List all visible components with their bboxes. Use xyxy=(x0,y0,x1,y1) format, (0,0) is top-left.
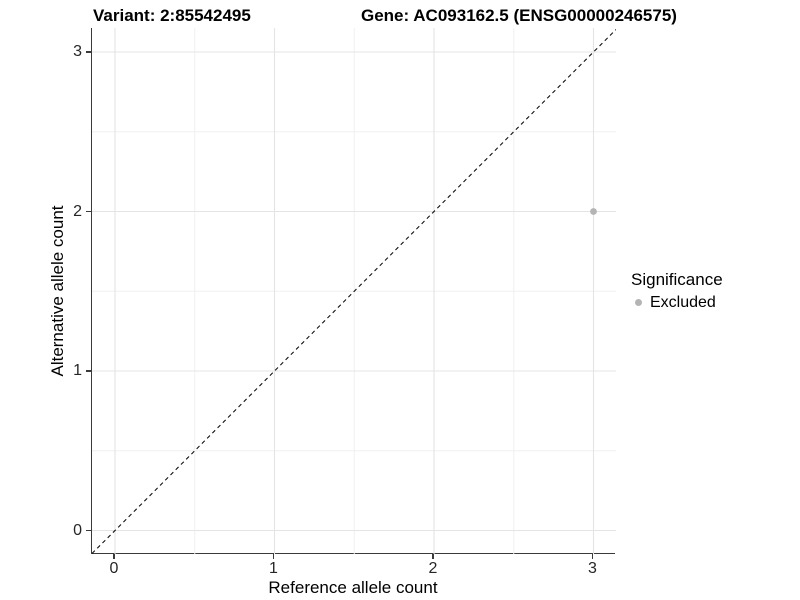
y-tick-mark xyxy=(86,529,91,532)
data-point xyxy=(590,208,597,215)
legend: Significance Excluded xyxy=(631,270,723,312)
y-tick-label: 0 xyxy=(73,521,82,539)
plot-panel xyxy=(91,28,616,554)
legend-items: Excluded xyxy=(631,293,723,312)
identity-line xyxy=(92,29,616,554)
y-tick-label: 1 xyxy=(73,362,82,379)
x-tick-mark xyxy=(113,554,115,559)
y-tick-label: 2 xyxy=(73,202,82,220)
x-axis-title: Reference allele count xyxy=(268,578,438,597)
x-tick-label: 0 xyxy=(109,560,119,577)
plot-title-gene: Gene: AC093162.5 (ENSG00000246575) xyxy=(361,6,677,25)
plot-canvas xyxy=(92,28,616,554)
x-tick-label: 2 xyxy=(428,560,438,577)
legend-key-dot-icon xyxy=(635,299,642,306)
y-tick-mark xyxy=(86,210,91,213)
y-axis-title: Alternative allele count xyxy=(48,205,67,377)
x-tick-mark xyxy=(272,554,275,559)
legend-title: Significance xyxy=(631,270,723,289)
x-tick-mark xyxy=(591,554,594,559)
legend-item-label: Excluded xyxy=(650,293,716,311)
y-tick-mark xyxy=(86,51,91,53)
x-tick-label: 1 xyxy=(269,560,278,577)
plot-title-variant: Variant: 2:85542495 xyxy=(93,6,251,25)
y-tick-mark xyxy=(86,370,91,372)
legend-item: Excluded xyxy=(631,293,723,312)
x-tick-mark xyxy=(432,554,434,559)
y-tick-label: 3 xyxy=(73,43,82,60)
x-tick-label: 3 xyxy=(588,560,597,577)
